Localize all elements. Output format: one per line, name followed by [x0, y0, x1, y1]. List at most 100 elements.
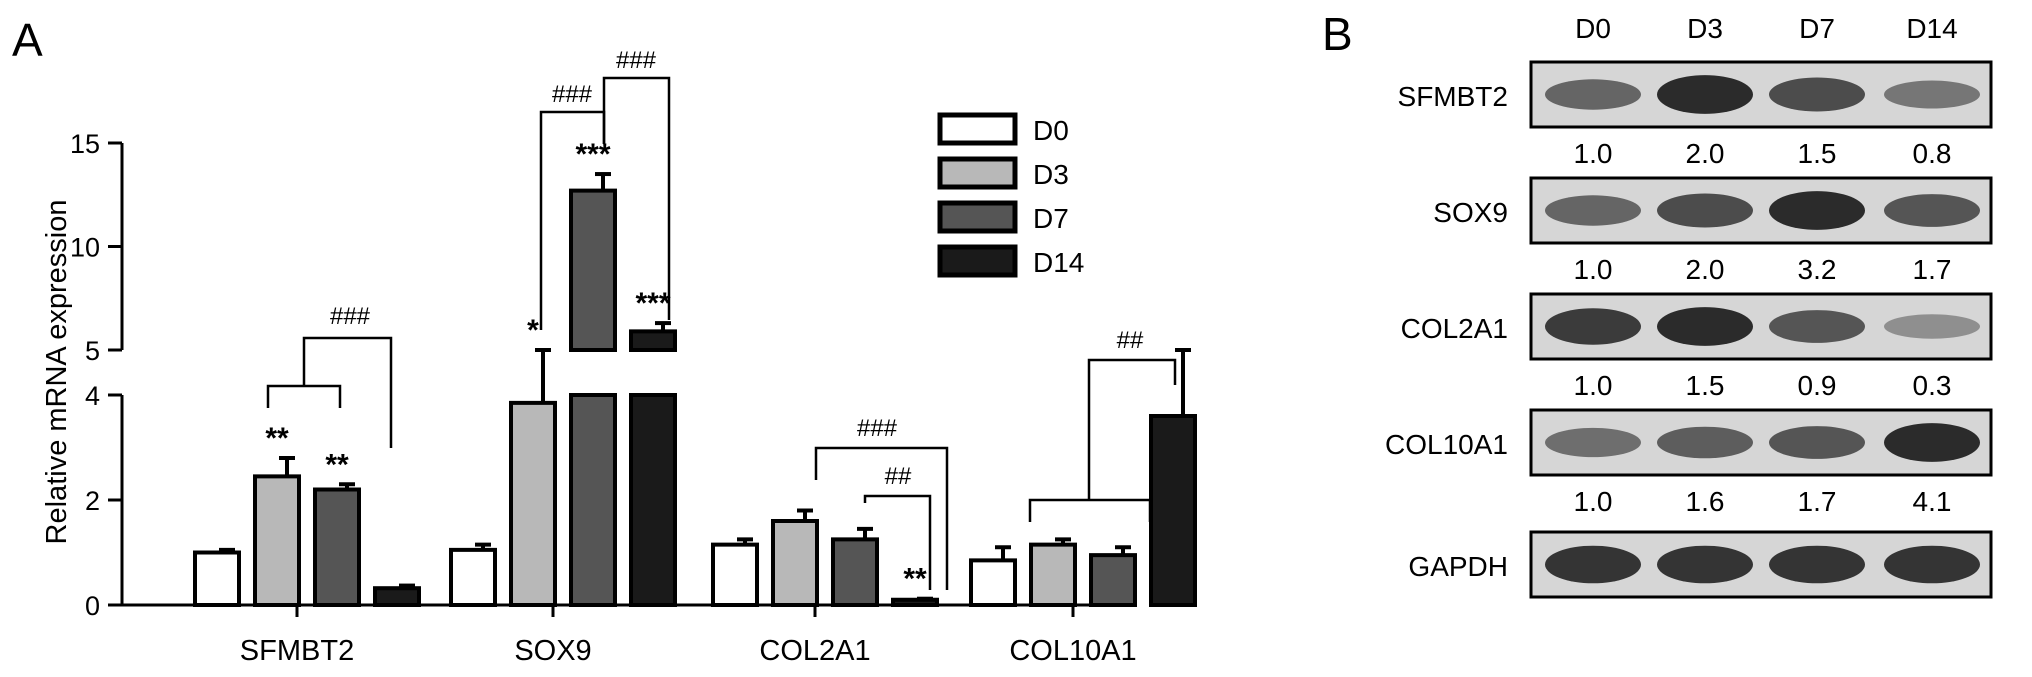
blot-row-label: COL10A1: [1385, 429, 1508, 460]
blot-quant-value: 1.5: [1686, 370, 1725, 401]
bar-sox9-d7-lower: [569, 393, 617, 607]
blot-band: [1769, 426, 1865, 459]
blot-band: [1657, 75, 1753, 114]
blot-quant-value: 1.5: [1798, 138, 1837, 169]
significance-star: *: [527, 314, 539, 347]
bar-col10a1-d14: [1149, 414, 1197, 607]
blot-quant-value: 3.2: [1798, 254, 1837, 285]
blot-band: [1657, 426, 1753, 459]
x-category-label: SFMBT2: [240, 635, 354, 667]
y-tick-label: 2: [85, 486, 100, 516]
blot-quant-value: 0.3: [1913, 370, 1952, 401]
legend-label-d14: D14: [1033, 247, 1084, 278]
bar-sfmbt2-d3: [253, 474, 301, 607]
y-axis-label: Relative mRNA expression: [41, 200, 73, 545]
western-blot-panel: D0 D3 D7 D14 SFMBT2 1.0 2.0 1.5 0.8 SOX9 1.0 2.0 3.2…: [1385, 13, 1993, 599]
y-tick-label: 10: [70, 233, 100, 263]
bracket-col2a1-d7-d14: [863, 494, 932, 590]
blot-band: [1657, 193, 1753, 228]
bar-sox9-d14-lower: [629, 393, 677, 607]
blot-band: [1884, 423, 1980, 462]
bar-chart: 0 2 4 5 10 15 Relative mRNA expression SFMBT2 SO…: [41, 47, 1197, 667]
bracket-sfmbt2-d3-d7: [266, 384, 342, 408]
legend-label-d3: D3: [1033, 159, 1069, 190]
bar-col2a1-d7: [831, 537, 879, 607]
blot-quant-value: 1.7: [1798, 486, 1837, 517]
blot-lane-label: D0: [1575, 13, 1611, 44]
bracket-col10a1-d14: [1087, 358, 1177, 500]
blot-band: [1545, 79, 1641, 110]
bracket-sox9-d7-d14: [602, 76, 671, 320]
x-category-label: COL2A1: [759, 635, 870, 667]
y-tick-label: 0: [85, 591, 100, 621]
significance-star: ***: [635, 287, 670, 320]
bar-col10a1-d7: [1089, 553, 1137, 607]
blot-band: [1769, 77, 1865, 112]
blot-quant-value: 2.0: [1686, 138, 1725, 169]
blot-quant-value: 0.9: [1798, 370, 1837, 401]
bracket-col2a1-d0-d14: [814, 446, 949, 590]
legend-swatch-d7: [937, 200, 1018, 234]
legend-label-d7: D7: [1033, 203, 1069, 234]
blot-band: [1545, 427, 1641, 458]
blot-quant-value: 1.0: [1574, 486, 1613, 517]
legend-swatch-d14: [937, 244, 1018, 278]
significance-star: **: [265, 422, 289, 455]
blot-row-label: GAPDH: [1408, 551, 1508, 582]
bracket-label: ##: [885, 463, 912, 490]
bar-sox9-d3: [509, 400, 557, 607]
y-tick-label: 15: [70, 129, 100, 159]
bracket-label: ###: [857, 415, 898, 442]
blot-lane-label: D3: [1687, 13, 1723, 44]
blot-band: [1657, 545, 1753, 584]
bar-col10a1-d0: [969, 558, 1017, 607]
bar-col2a1-d14: [891, 597, 939, 607]
blot-row-label: COL2A1: [1401, 313, 1508, 344]
bracket-label: ###: [552, 81, 593, 108]
blot-band: [1884, 545, 1980, 584]
legend-swatch-d3: [937, 156, 1018, 190]
bar-sox9-d0: [449, 547, 497, 607]
bracket-col10a1-d0-d7: [1028, 498, 1152, 522]
blot-band: [1545, 545, 1641, 584]
bar-col2a1-d0: [711, 542, 759, 607]
legend-label-d0: D0: [1033, 115, 1069, 146]
blot-band: [1545, 308, 1641, 345]
significance-star: **: [903, 563, 927, 596]
blot-band: [1657, 307, 1753, 346]
bar-col2a1-d3: [771, 519, 819, 607]
significance-star: ***: [575, 138, 610, 171]
y-tick-label: 4: [85, 381, 100, 411]
bar-sfmbt2-d14: [373, 586, 421, 608]
blot-quant-value: 1.0: [1574, 254, 1613, 285]
blot-band: [1884, 314, 1980, 339]
legend-swatch-d0: [937, 112, 1018, 146]
x-category-label: COL10A1: [1009, 635, 1136, 667]
blot-band: [1769, 191, 1865, 230]
bracket-sfmbt2-d14: [302, 336, 393, 448]
blot-row-label: SOX9: [1433, 197, 1508, 228]
bar-sfmbt2-d0: [193, 550, 241, 607]
blot-lane-label: D7: [1799, 13, 1835, 44]
significance-star: **: [325, 448, 349, 481]
panel-a-label: A: [12, 14, 43, 66]
blot-band: [1769, 545, 1865, 584]
bracket-label: ###: [330, 303, 371, 330]
blot-lane-label: D14: [1906, 13, 1957, 44]
blot-quant-value: 1.0: [1574, 370, 1613, 401]
blot-band: [1884, 194, 1980, 227]
panel-b-label: B: [1322, 8, 1353, 60]
blot-quant-value: 4.1: [1913, 486, 1952, 517]
bar-sox9-d7-upper: [569, 188, 617, 352]
blot-quant-value: 1.7: [1913, 254, 1952, 285]
blot-row-label: SFMBT2: [1398, 81, 1508, 112]
bar-col10a1-d3: [1029, 542, 1077, 607]
x-category-label: SOX9: [514, 635, 591, 667]
y-tick-label: 5: [85, 336, 100, 366]
bracket-label: ###: [616, 47, 657, 74]
bar-sfmbt2-d7: [313, 487, 361, 607]
bar-sox9-d14-upper: [629, 329, 677, 352]
blot-quant-value: 1.0: [1574, 138, 1613, 169]
blot-band: [1884, 80, 1980, 109]
blot-quant-value: 2.0: [1686, 254, 1725, 285]
